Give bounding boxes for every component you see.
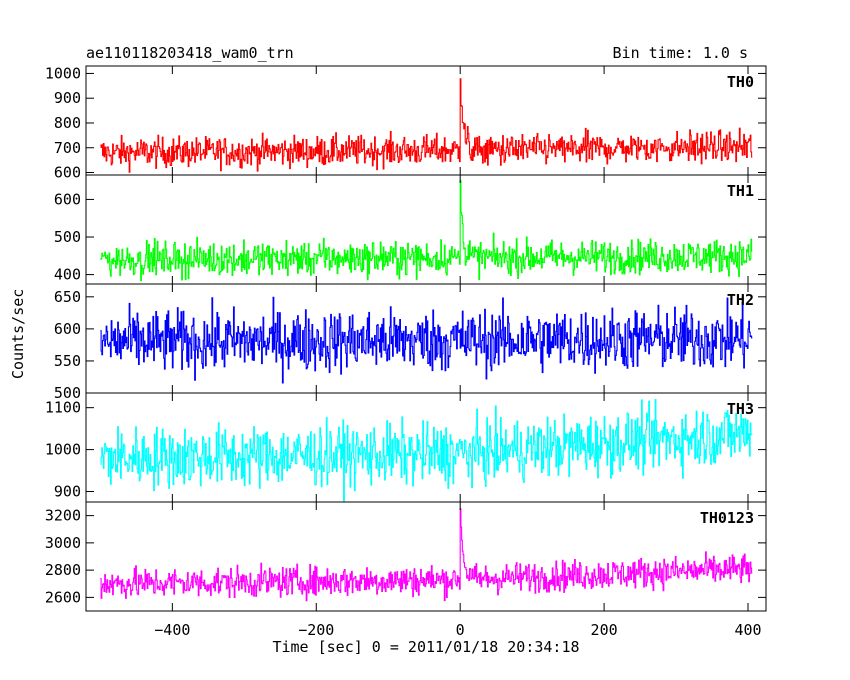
series-th2 [100, 296, 753, 384]
y-tick-label: 600 [54, 164, 81, 182]
y-tick-label: 500 [54, 384, 81, 402]
x-tick-label: −200 [298, 621, 334, 639]
x-tick-label: 200 [591, 621, 618, 639]
y-tick-label: 1100 [45, 399, 81, 417]
x-tick-label: 400 [734, 621, 761, 639]
series-th3 [100, 399, 753, 502]
y-axis-label: Counts/sec [9, 288, 27, 379]
x-tick-label: −400 [154, 621, 190, 639]
y-tick-label: 1000 [45, 441, 81, 459]
panel-th0123: 2600 2800 3000 3200 TH0123 [45, 501, 767, 612]
y-tick-label: 650 [54, 288, 81, 306]
y-tick-label: 2800 [45, 561, 81, 579]
panel-th2: 500 550 600 650 TH2 [54, 283, 767, 402]
panel-label-th3: TH3 [727, 400, 754, 418]
y-tick-label: 400 [54, 266, 81, 284]
series-th1 [100, 179, 753, 282]
y-tick-label: 600 [54, 320, 81, 338]
y-tick-label: 3200 [45, 507, 81, 525]
panel-label-th0123: TH0123 [700, 509, 754, 527]
series-th0123 [100, 508, 753, 602]
y-tick-label: 900 [54, 89, 81, 107]
y-tick-label: 800 [54, 114, 81, 132]
series-th0 [100, 78, 753, 173]
y-tick-label: 1000 [45, 64, 81, 82]
panel-th3: 900 1000 1100 TH3 [45, 392, 767, 503]
y-tick-label: 3000 [45, 534, 81, 552]
chart-title: ae110118203418_wam0_trn [86, 44, 294, 62]
panel-label-th0: TH0 [727, 73, 754, 91]
bin-time-label: Bin time: 1.0 s [612, 44, 748, 62]
y-tick-label: 600 [54, 190, 81, 208]
panel-th1: 400 500 600 TH1 [54, 174, 767, 285]
y-tick-label: 500 [54, 228, 81, 246]
x-axis-label: Time [sec] 0 = 2011/01/18 20:34:18 [272, 638, 580, 656]
y-tick-label: 700 [54, 139, 81, 157]
y-tick-label: 550 [54, 352, 81, 370]
panel-label-th2: TH2 [727, 291, 754, 309]
y-tick-label: 900 [54, 483, 81, 501]
x-tick-label: 0 [456, 621, 465, 639]
panel-th0: 600 700 800 900 1000 TH0 [45, 64, 767, 182]
panel-frame [85, 501, 767, 612]
y-tick-label: 2600 [45, 588, 81, 606]
panel-label-th1: TH1 [727, 182, 754, 200]
